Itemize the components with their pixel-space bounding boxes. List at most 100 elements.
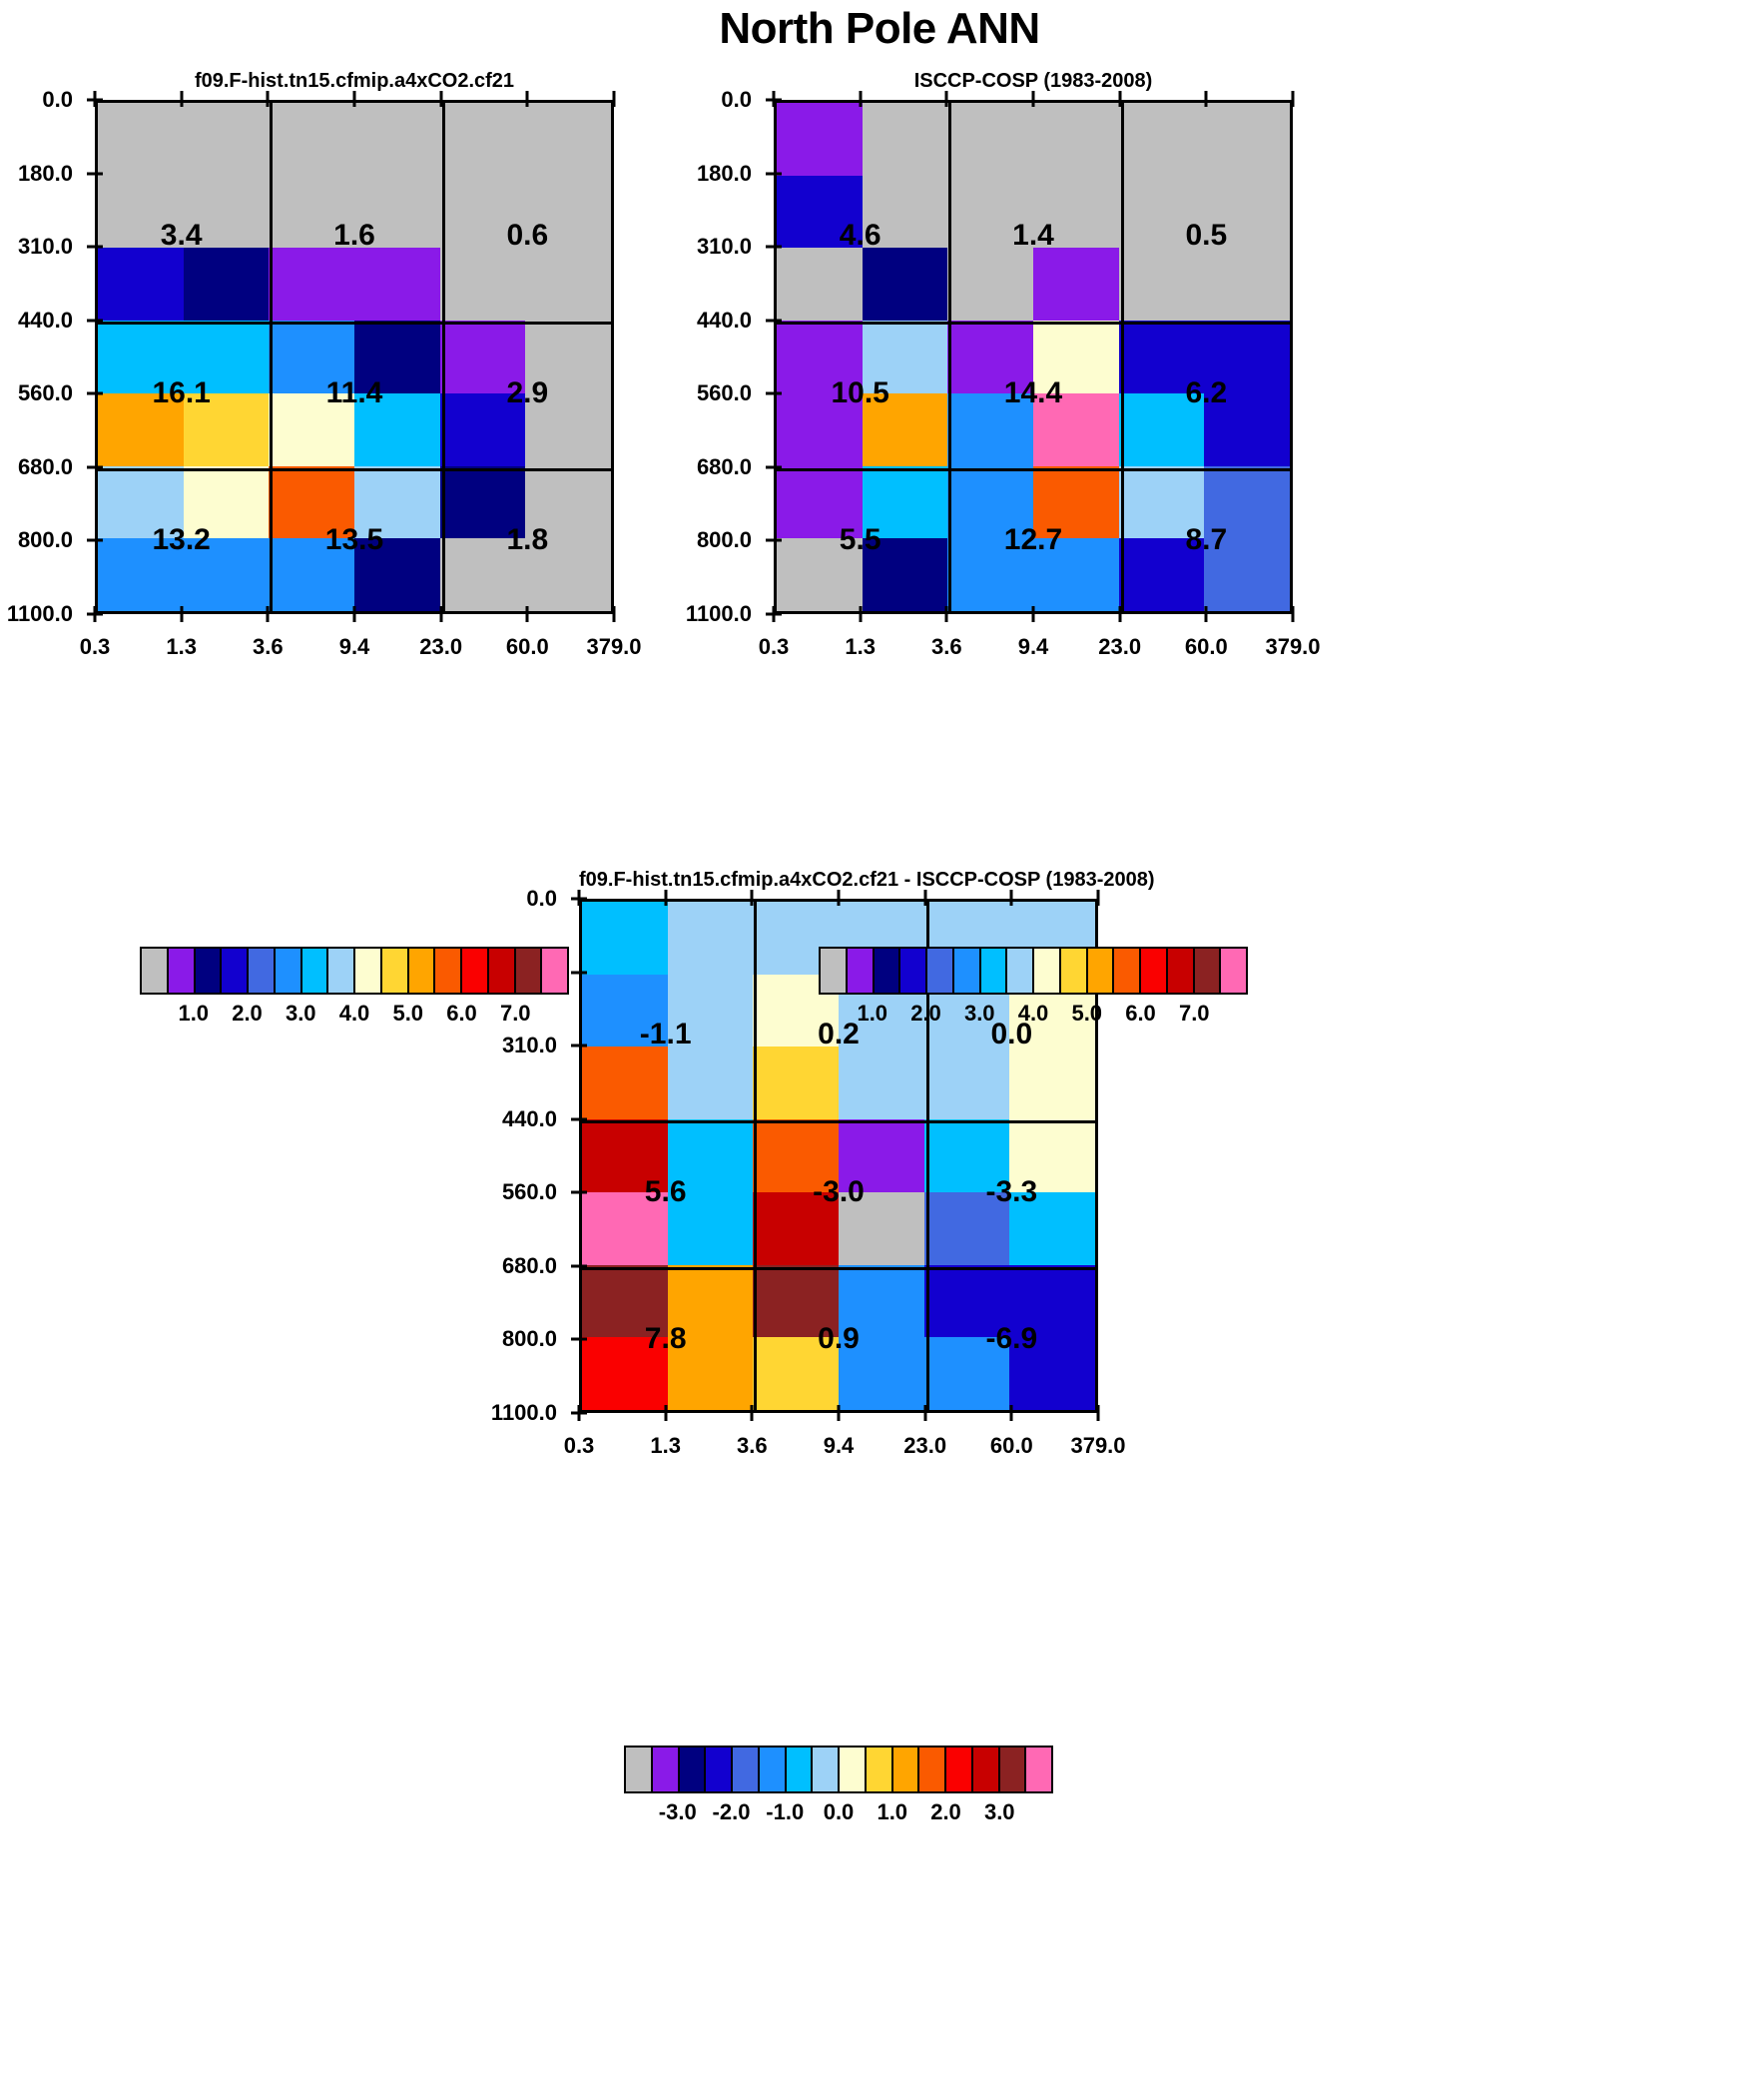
colorbar-tick-label: 4.0: [338, 1001, 370, 1026]
heatmap-cell: [753, 1191, 839, 1265]
y-axis-tick-mark: [766, 538, 782, 542]
x-axis-tick-mark: [439, 606, 443, 622]
colorbar-tick-label: 4.0: [1017, 1001, 1049, 1026]
heatmap-cell: [753, 1047, 839, 1120]
colorbar-swatch: [301, 949, 329, 993]
heatmap-cell: [353, 538, 440, 611]
colorbar-swatch: [542, 949, 567, 993]
heatmap-cell: [862, 248, 948, 322]
colorbar-swatch: [900, 949, 927, 993]
x-axis-tick-mark-top: [750, 890, 754, 906]
heatmap-cell: [838, 1337, 924, 1410]
heatmap-cell: [183, 465, 270, 539]
heatmap-cell: [1118, 175, 1205, 249]
colorbar-swatch: [980, 949, 1008, 993]
figure-title: North Pole ANN: [719, 4, 1040, 53]
heatmap-cell: [862, 321, 948, 393]
x-axis-tick-mark: [923, 1405, 927, 1421]
heatmap-cell: [777, 103, 863, 176]
grid-line-vertical: [926, 902, 930, 1410]
heatmap-cell: [838, 1119, 924, 1192]
heatmap-cell: [862, 103, 948, 176]
heatmap-cell: [525, 465, 611, 539]
y-axis-tick-mark: [766, 172, 782, 176]
colorbar-swatch: [821, 949, 848, 993]
heatmap-cell: [525, 321, 611, 393]
heatmap-cell: [1118, 248, 1205, 322]
heatmap-cell: [353, 392, 440, 466]
y-axis-tick-mark: [87, 538, 103, 542]
panel-title: f09.F-hist.tn15.cfmip.a4xCO2.cf21: [194, 70, 515, 92]
colorbar-swatch: [946, 1748, 973, 1791]
heatmap-cell: [439, 538, 526, 611]
heatmap-cell: [1032, 103, 1119, 176]
y-axis-tick-mark: [87, 319, 103, 323]
heatmap-cell: [1032, 465, 1119, 539]
x-axis-tick-mark: [772, 606, 776, 622]
x-axis-tick-mark: [352, 606, 356, 622]
colorbar-tick-label: 1.0: [877, 1799, 908, 1824]
colorbar-swatch: [972, 1748, 1000, 1791]
grid-line-horizontal: [582, 1120, 1095, 1124]
heatmap-cell: [838, 1047, 924, 1120]
heatmap-cell: [777, 321, 863, 393]
heatmap-cell: [353, 248, 440, 322]
heatmap-cell: [439, 392, 526, 466]
heatmap-cell: [862, 538, 948, 611]
colorbar-swatch: [249, 949, 276, 993]
heatmap-cell: [1009, 1047, 1095, 1120]
heatmap-grid: [579, 899, 1098, 1413]
grid-line-vertical: [947, 103, 951, 611]
heatmap-cell: [183, 392, 270, 466]
y-axis-tick-label: 680.0: [696, 453, 752, 479]
x-axis-tick-label: 0.3: [79, 634, 111, 659]
heatmap-cell: [98, 321, 184, 393]
heatmap-cell: [269, 175, 354, 249]
heatmap-cells: [98, 103, 611, 611]
heatmap-cell: [98, 103, 184, 176]
colorbar-swatch: [1167, 949, 1195, 993]
x-axis-tick-label: 3.6: [737, 1433, 768, 1458]
panel-title: ISCCP-COSP (1983-2008): [913, 70, 1153, 92]
grid-line-vertical: [1121, 103, 1125, 611]
heatmap-cell: [439, 465, 526, 539]
colorbar-tick-label: -2.0: [712, 1799, 751, 1824]
x-axis-tick-mark-top: [1291, 91, 1295, 107]
y-axis-tick-mark: [766, 319, 782, 323]
colorbar-swatch: [1034, 949, 1061, 993]
colorbar-swatch: [1221, 949, 1246, 993]
y-axis-tick-label: 680.0: [501, 1252, 557, 1278]
y-axis-tick-label: 0.0: [526, 886, 557, 911]
y-axis-tick-label: 560.0: [17, 380, 73, 406]
heatmap-cell: [1204, 175, 1290, 249]
x-axis-tick-label: 23.0: [419, 634, 463, 659]
y-axis-tick-mark: [571, 1044, 587, 1048]
colorbar-tick-label: 7.0: [499, 1001, 531, 1026]
heatmap-cell: [862, 392, 948, 466]
heatmap-cell: [1032, 392, 1119, 466]
colorbar-swatch: [462, 949, 489, 993]
panel-observation: ISCCP-COSP (1983-2008) 4.6 1.4 0.5 10.5 14.4…: [686, 70, 1321, 659]
x-axis-tick-label: 9.4: [1017, 634, 1049, 659]
colorbar-swatch: [866, 1748, 893, 1791]
y-axis-tick-mark: [571, 971, 587, 975]
grid-line-horizontal: [98, 322, 611, 326]
colorbar-tick-label: 0.0: [823, 1799, 855, 1824]
heatmap-cell: [1118, 392, 1205, 466]
x-axis-tick-mark: [180, 606, 184, 622]
heatmap-cell: [1118, 103, 1205, 176]
colorbar-observation: 1.0 2.0 3.0 4.0 5.0 6.0 7.0: [819, 947, 1248, 1026]
colorbar-swatch: [1141, 949, 1168, 993]
heatmap-cell: [353, 103, 440, 176]
heatmap-cell: [525, 538, 611, 611]
heatmap-cell: [439, 103, 526, 176]
colorbar-swatch: [1060, 949, 1088, 993]
heatmap-cell: [353, 321, 440, 393]
heatmap-cell: [439, 321, 526, 393]
heatmap-cell: [1009, 1264, 1095, 1338]
x-axis-tick-mark-top: [266, 91, 270, 107]
heatmap-cell: [525, 175, 611, 249]
heatmap-cell: [1204, 321, 1290, 393]
heatmap-cell: [1009, 1119, 1095, 1192]
